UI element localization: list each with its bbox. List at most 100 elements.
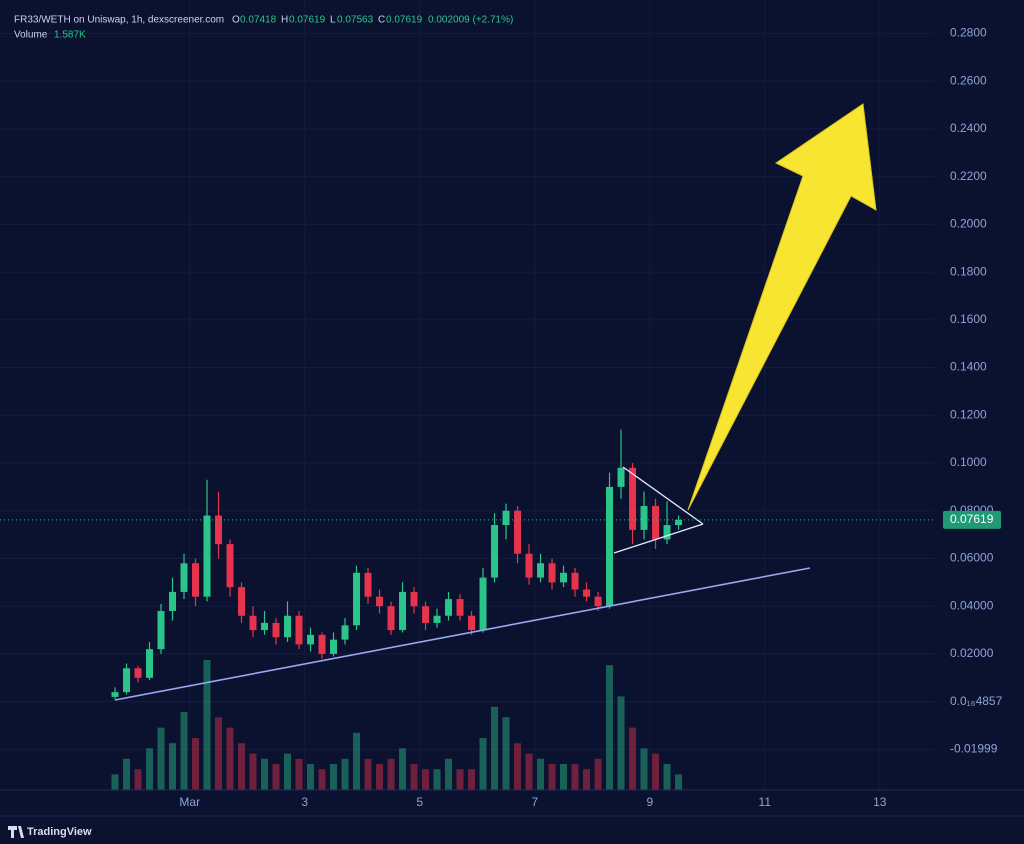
candle-body xyxy=(169,591,177,611)
candle-body xyxy=(468,615,476,631)
y-tick-label: 0.0₁₆4857 xyxy=(950,694,1003,708)
open-value: 0.07418 xyxy=(240,15,277,26)
volume-bar xyxy=(445,758,453,790)
volume-layer xyxy=(111,660,683,790)
volume-bar xyxy=(249,753,257,790)
candle-body xyxy=(146,649,154,678)
candle-body xyxy=(594,596,602,607)
volume-bar xyxy=(261,758,269,790)
volume-bar xyxy=(134,769,142,790)
volume-bar xyxy=(341,758,349,790)
candle-body xyxy=(571,572,579,590)
volume-bar xyxy=(215,717,223,790)
y-tick-label: 0.1800 xyxy=(950,264,987,278)
candle-layer xyxy=(111,429,683,700)
y-tick-label: 0.04000 xyxy=(950,598,994,612)
candle-body xyxy=(307,634,315,645)
candle-body xyxy=(629,467,637,530)
candle-body xyxy=(583,589,591,597)
volume-bar xyxy=(640,748,648,790)
candle-body xyxy=(215,515,223,545)
x-tick-label: 11 xyxy=(759,795,772,809)
brand: TradingView xyxy=(8,826,92,838)
volume-bar xyxy=(295,758,303,790)
y-tick-label: 0.02000 xyxy=(950,646,994,660)
x-tick-label: 13 xyxy=(873,795,887,809)
candle-body xyxy=(341,625,349,640)
candle-body xyxy=(617,467,625,487)
candle-body xyxy=(318,634,326,654)
candle-body xyxy=(134,668,142,678)
volume-bar xyxy=(652,753,660,790)
candle-body xyxy=(445,599,453,616)
volume-bar xyxy=(387,758,395,790)
volume-bar xyxy=(675,774,683,790)
candle-body xyxy=(295,615,303,645)
open-key: O xyxy=(232,15,240,26)
volume-bar xyxy=(318,769,326,790)
close-value: 0.07619 xyxy=(386,15,423,26)
candle-body xyxy=(422,606,430,623)
candle-body xyxy=(410,591,418,607)
x-tick-label: 7 xyxy=(531,795,538,809)
breakout-arrow xyxy=(687,103,877,511)
candle-body xyxy=(479,577,487,631)
volume-bar xyxy=(123,758,131,790)
volume-bar xyxy=(364,758,372,790)
volume-bar xyxy=(169,743,177,790)
x-tick-label: Mar xyxy=(179,795,200,809)
volume-bar xyxy=(157,727,165,790)
candle-body xyxy=(491,525,499,578)
brand-logo xyxy=(8,826,24,838)
volume-bar xyxy=(330,764,338,790)
volume-bar xyxy=(307,764,315,790)
low-value: 0.07563 xyxy=(337,15,374,26)
volume-bar xyxy=(479,738,487,790)
candle-body xyxy=(606,486,614,607)
y-tick-label: 0.06000 xyxy=(950,551,994,565)
volume-bar xyxy=(456,769,464,790)
candle-body xyxy=(226,544,234,588)
candle-body xyxy=(180,563,188,592)
header: FR33/WETH on Uniswap, 1h, dexscreener.co… xyxy=(14,15,513,41)
high-key: H xyxy=(281,15,288,26)
candle-body xyxy=(433,615,441,623)
x-tick-label: 5 xyxy=(416,795,423,809)
volume-bar xyxy=(111,774,119,790)
volume-bar xyxy=(146,748,154,790)
y-tick-label: 0.2600 xyxy=(950,73,987,87)
y-tick-label: 0.1400 xyxy=(950,360,987,374)
volume-bar xyxy=(617,696,625,790)
brand-name: TradingView xyxy=(27,826,92,838)
candle-body xyxy=(514,510,522,554)
volume-bar xyxy=(203,660,211,790)
volume-bar xyxy=(502,717,510,790)
close-key: C xyxy=(378,15,385,26)
candle-body xyxy=(376,596,384,607)
candle-body xyxy=(399,591,407,631)
volume-bar xyxy=(422,769,430,790)
candle-body xyxy=(238,587,246,616)
last-price-label: 0.07619 xyxy=(950,512,994,526)
volume-value: 1.587K xyxy=(54,30,86,41)
volume-bar xyxy=(571,764,579,790)
volume-bar xyxy=(180,712,188,790)
volume-bar xyxy=(594,758,602,790)
candle-body xyxy=(249,615,257,631)
y-tick-label: 0.2000 xyxy=(950,217,987,231)
candle-body xyxy=(364,572,372,597)
candle-body xyxy=(663,525,671,540)
low-key: L xyxy=(330,15,336,26)
volume-bar xyxy=(491,706,499,790)
candle-body xyxy=(537,563,545,578)
volume-bar xyxy=(353,732,361,790)
candle-body xyxy=(640,505,648,530)
candle-body xyxy=(192,563,200,597)
volume-bar xyxy=(284,753,292,790)
volume-bar xyxy=(606,665,614,790)
volume-key: Volume xyxy=(14,30,48,41)
volume-bar xyxy=(376,764,384,790)
volume-bar xyxy=(663,764,671,790)
candle-body xyxy=(548,563,556,583)
